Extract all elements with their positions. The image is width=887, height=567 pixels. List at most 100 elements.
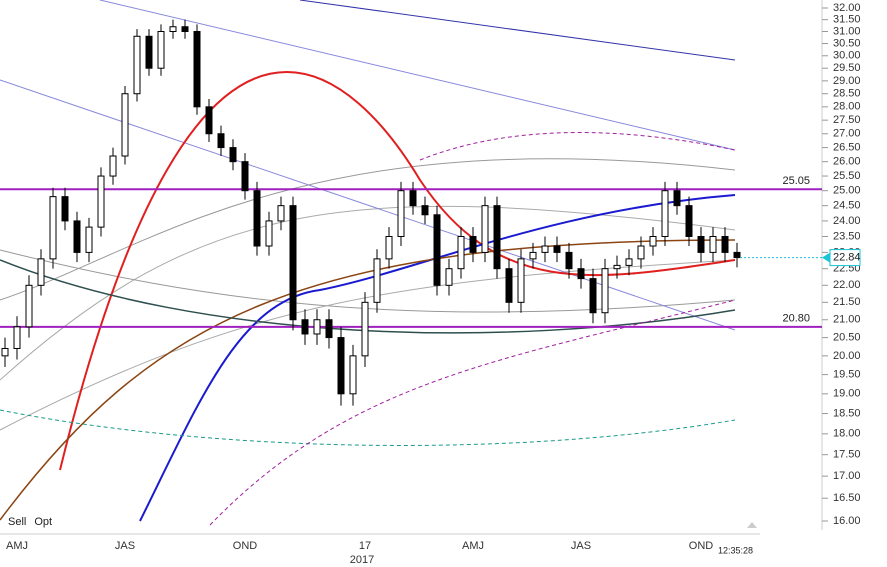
candle-body <box>469 235 477 253</box>
background-curve <box>0 259 736 334</box>
y-tick-label: 22.00 <box>833 279 861 291</box>
candle-body <box>601 268 609 314</box>
candle-body <box>457 235 465 270</box>
signal-label: Opt <box>34 516 52 528</box>
y-tick-label: 19.50 <box>833 368 861 380</box>
background-curve <box>0 205 736 381</box>
x-tick-label: OND <box>689 540 714 552</box>
y-tick-label: 17.50 <box>833 449 861 461</box>
candle-body <box>541 245 549 253</box>
candle-body <box>493 205 501 270</box>
last-price-box <box>829 249 861 267</box>
candle-body <box>433 214 441 286</box>
candle-body <box>613 264 621 270</box>
y-tick-label: 30.50 <box>833 37 861 49</box>
candle-body <box>73 220 81 253</box>
candle-body <box>337 337 345 395</box>
background-curve <box>419 132 736 161</box>
background-curve <box>209 299 736 526</box>
candle-body <box>193 30 201 108</box>
y-tick-label: 27.50 <box>833 114 861 126</box>
candle-body <box>301 319 309 335</box>
background-curve <box>0 79 736 331</box>
candle-body <box>181 26 189 32</box>
y-tick-label: 31.00 <box>833 25 861 37</box>
candle-body <box>349 355 357 395</box>
candle-body <box>313 319 321 335</box>
y-tick-label: 27.00 <box>833 128 861 140</box>
candle-body <box>85 226 93 253</box>
y-tick-label: 24.50 <box>833 200 861 212</box>
candle-body <box>373 258 381 303</box>
candle-body <box>121 93 129 157</box>
candle-body <box>421 205 429 216</box>
candle-body <box>505 268 513 303</box>
candle-body <box>637 245 645 260</box>
candle-body <box>241 161 249 192</box>
y-tick-label: 17.00 <box>833 470 861 482</box>
x-tick-label: 17 <box>359 540 371 552</box>
y-tick-label: 23.50 <box>833 230 861 242</box>
y-tick-label: 21.50 <box>833 296 861 308</box>
candle-body <box>25 284 33 328</box>
background-curve <box>59 71 736 471</box>
candle-body <box>229 147 237 163</box>
y-tick-label: 30.00 <box>833 50 861 62</box>
background-curve <box>0 158 736 301</box>
candle-body <box>157 30 165 69</box>
y-tick-label: 26.50 <box>833 141 861 153</box>
y-tick-label: 18.00 <box>833 428 861 440</box>
background-curve <box>0 409 736 446</box>
x-tick-label: OND <box>233 540 258 552</box>
y-tick-label: 19.00 <box>833 388 861 400</box>
candle-body <box>517 258 525 303</box>
candle-body <box>109 155 117 177</box>
background-curves <box>0 0 736 526</box>
y-tick-label: 26.00 <box>833 156 861 168</box>
background-curve <box>99 0 736 151</box>
y-tick-label: 25.00 <box>833 185 861 197</box>
candle-body <box>553 245 561 253</box>
candle-body <box>685 205 693 237</box>
candle-body <box>133 35 141 95</box>
scroll-icon[interactable] <box>747 522 757 528</box>
candle-body <box>589 278 597 314</box>
candle-body <box>397 190 405 237</box>
candle-body <box>97 175 105 228</box>
candle-body <box>37 258 45 286</box>
y-tick-label: 20.50 <box>833 331 861 343</box>
y-tick-label: 25.50 <box>833 170 861 182</box>
y-tick-label: 29.00 <box>833 75 861 87</box>
candle-body <box>61 196 69 222</box>
candle-body <box>289 205 297 321</box>
candle-body <box>649 235 657 247</box>
y-tick-label: 32.00 <box>833 2 861 14</box>
candle-body <box>277 205 285 222</box>
y-tick-label: 28.00 <box>833 101 861 113</box>
candle-body <box>361 301 369 357</box>
y-tick-label: 21.00 <box>833 314 861 326</box>
candle-body <box>217 133 225 149</box>
y-tick-label: 20.00 <box>833 350 861 362</box>
y-tick-label: 28.50 <box>833 88 861 100</box>
candle-body <box>625 258 633 266</box>
x-tick-label: AMJ <box>6 540 28 552</box>
candle-body <box>709 235 717 253</box>
candle-body <box>661 190 669 237</box>
timestamp: 12:35:28 <box>718 545 753 555</box>
y-tick-label: 16.00 <box>833 515 861 527</box>
candle-body <box>145 35 153 69</box>
y-tick-label: 24.00 <box>833 215 861 227</box>
candle-body <box>529 251 537 260</box>
candle-body <box>385 235 393 260</box>
candle-body <box>733 251 741 259</box>
candle-body <box>13 326 21 349</box>
x-tick-label: AMJ <box>462 540 484 552</box>
candle-body <box>481 205 489 253</box>
y-tick-label: 18.50 <box>833 407 861 419</box>
last-price-arrow <box>822 252 830 263</box>
candle-body <box>1 347 9 357</box>
x-tick-label: JAS <box>571 540 591 552</box>
reference-label: 20.80 <box>782 313 810 325</box>
